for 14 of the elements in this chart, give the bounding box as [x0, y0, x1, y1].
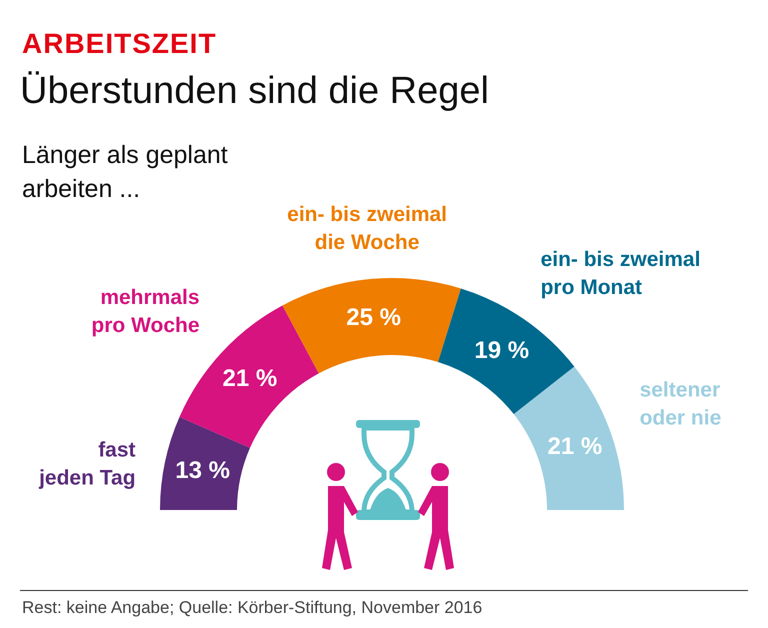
text: Rest: keine Angabe; Quelle: Körber-Stiftung, November 2016	[22, 598, 482, 618]
chart-title: Überstunden sind die Regel	[20, 70, 489, 113]
chart-subtitle: Länger als geplant arbeiten ...	[22, 140, 229, 205]
slice-label: ein- bis zweimal pro Monat	[540, 248, 700, 300]
slice-label: fast jeden Tag	[38, 438, 136, 490]
text: ARBEITSZEIT	[22, 28, 217, 60]
data-label: 13 %	[175, 456, 230, 484]
data-label: 21 %	[548, 433, 602, 460]
slice-label: ein- bis zweimal die Woche	[287, 203, 448, 254]
data-label: 21 %	[222, 365, 278, 392]
slice-label: mehrmals pro Woche	[91, 286, 200, 338]
slice-label: seltener oder nie	[640, 378, 722, 430]
data-label: 25 %	[346, 304, 401, 331]
data-label: 19 %	[474, 337, 530, 364]
